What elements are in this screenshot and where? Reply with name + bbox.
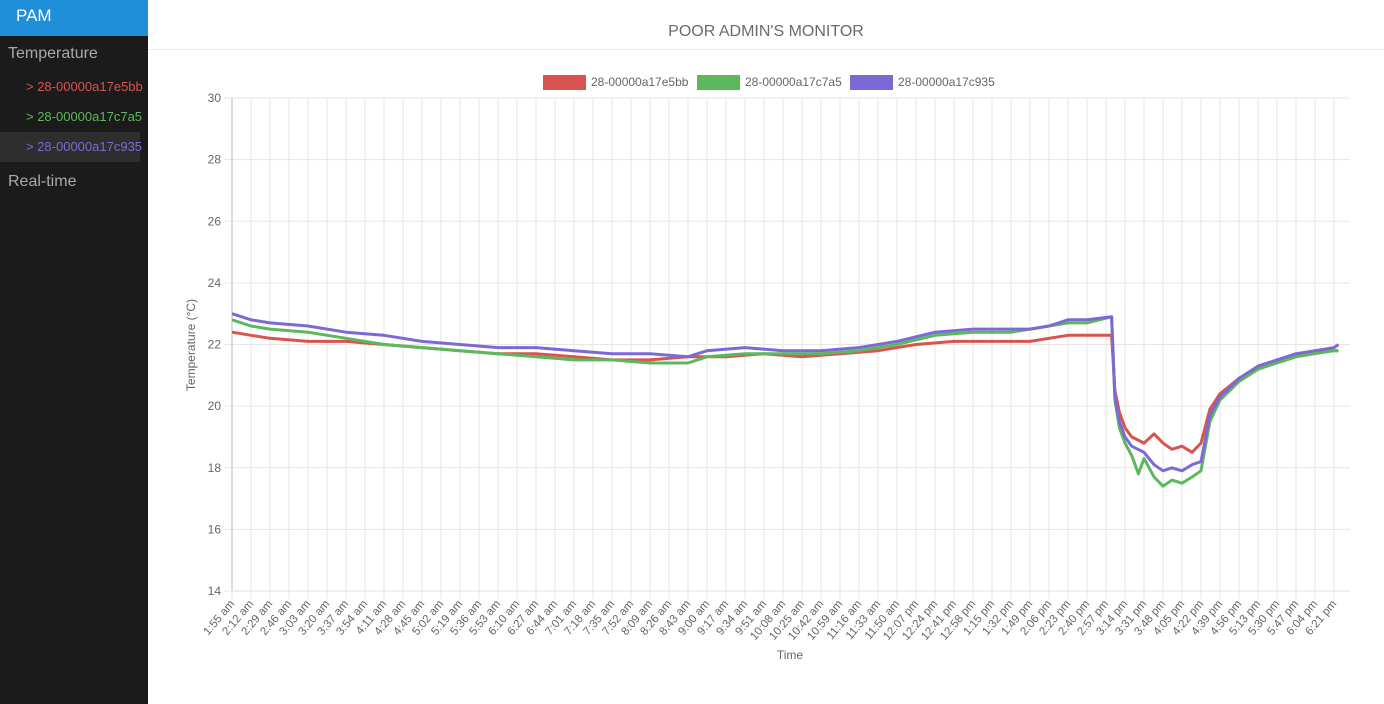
y-tick-label: 28 — [208, 153, 222, 167]
series-line-28-00000a17c7a5 — [231, 315, 1339, 488]
sidebar: PAM Temperature > 28-00000a17e5bb > 28-0… — [0, 0, 148, 704]
y-tick-label: 24 — [208, 276, 222, 290]
brand-link[interactable]: PAM — [0, 0, 148, 36]
nav-sensor-e5bb[interactable]: > 28-00000a17e5bb — [26, 79, 143, 94]
y-axis-title: Temperature (°C) — [184, 299, 198, 391]
y-tick-label: 20 — [208, 399, 222, 413]
legend-label: 28-00000a17c7a5 — [745, 75, 842, 89]
y-tick-label: 26 — [208, 214, 222, 228]
legend-swatch — [697, 75, 740, 90]
nav-sensor-c7a5[interactable]: > 28-00000a17c7a5 — [26, 109, 143, 124]
x-axis-title: Time — [777, 648, 804, 662]
y-tick-label: 14 — [208, 584, 222, 598]
legend-label: 28-00000a17c935 — [898, 75, 995, 89]
series-line-28-00000a17c935 — [231, 312, 1340, 473]
legend-swatch — [543, 75, 586, 90]
nav-sensor-c935[interactable]: > 28-00000a17c935 — [0, 132, 142, 162]
page-title: POOR ADMIN'S MONITOR — [148, 0, 1384, 50]
y-tick-label: 30 — [208, 91, 222, 105]
y-tick-label: 18 — [208, 461, 222, 475]
y-tick-label: 22 — [208, 338, 222, 352]
nav-realtime[interactable]: Real-time — [8, 173, 77, 190]
nav-temperature[interactable]: Temperature — [8, 45, 98, 62]
legend-swatch — [850, 75, 893, 90]
main-panel: POOR ADMIN'S MONITOR — [148, 0, 1384, 704]
legend-label: 28-00000a17e5bb — [591, 75, 689, 89]
y-tick-label: 16 — [208, 522, 222, 536]
